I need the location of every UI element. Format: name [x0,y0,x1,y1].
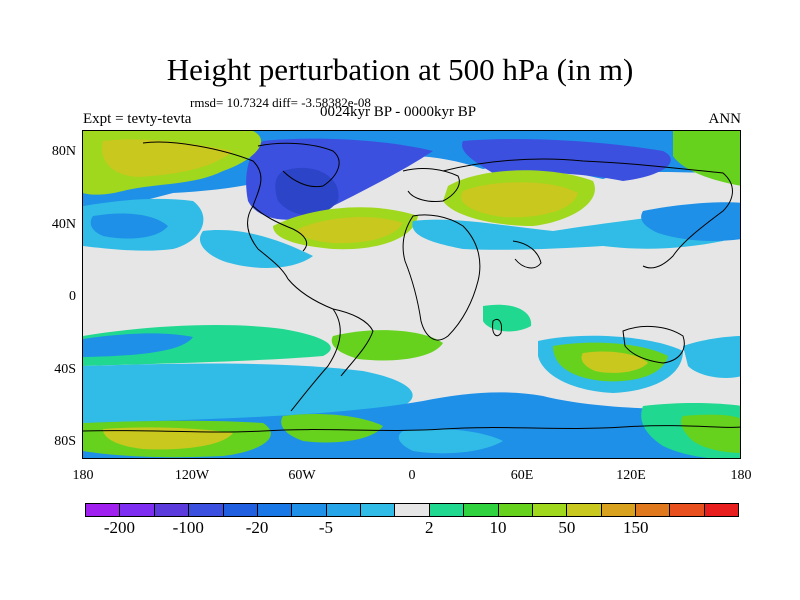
colorbar-cell [120,504,155,516]
colorbar-label: 50 [558,518,576,537]
colorbar-cell [567,504,602,516]
lon-tick-60w: 60W [288,468,316,483]
contour-strong-positive-indian [581,351,648,373]
lon-tick-120e: 120E [616,468,646,483]
colorbar-cell [498,504,533,516]
contour-positive-weddell [281,414,383,443]
colorbar-cell [532,504,568,516]
lon-tick-120w: 120W [174,468,210,483]
colorbar-cell [395,504,430,516]
coastline-india [512,240,542,269]
contour-weak-negative-sh-band [83,363,413,423]
colorbar [85,503,739,517]
coastlines [83,141,740,433]
contour-positive-se-core [680,414,740,453]
lon-tick-60e: 60E [510,468,534,483]
experiment-label: Expt = tevty-tevta [83,111,192,127]
coastline-greenland [257,142,340,188]
colorbar-label: -5 [318,518,334,537]
plot-title: Height perturbation at 500 hPa (in m) [166,52,634,87]
stats-line: rmsd= 10.7324 diff= -3.58382e-08 [190,95,371,110]
colorbar-cell [361,504,396,516]
contour-weak-positive-madagascar [483,304,532,332]
contour-map [83,131,740,458]
colorbar-cell [601,504,636,516]
coastline-north-america [142,141,289,280]
colorbar-cell [292,504,327,516]
map-panel [82,130,741,459]
lon-tick-0: 0 [408,468,416,483]
colorbar-label: 2 [424,518,434,537]
contour-core-negative-na [275,167,339,216]
lat-tick-40s: 40S [54,362,76,377]
colorbar-label: -200 [103,518,135,537]
colorbar-label: 10 [489,518,507,537]
time-span-label: 0024kyr BP - 0000kyr BP [320,104,477,120]
contour-negative-sp-tip [83,333,193,357]
colorbar-cell [257,504,293,516]
colorbar-label: -20 [245,518,269,537]
coastline-asia [442,158,733,269]
colorbar-cell [189,504,224,516]
contour-weak-negative-antarctic [398,429,503,454]
colorbar-cell [223,504,258,516]
season-label: ANN [708,111,742,127]
colorbar-label: 150 [622,518,649,537]
coastline-australia [622,326,685,364]
colorbar-cell [670,504,705,516]
colorbar-cell [704,504,739,516]
colorbar-label: -100 [172,518,204,537]
colorbar-cell [429,504,465,516]
lat-tick-40n: 40N [51,217,76,232]
coastline-antarctica [83,425,740,433]
lat-tick-80s: 80S [54,434,76,449]
colorbar-cell [86,504,121,516]
lat-tick-0: 0 [69,289,76,304]
colorbar-cell [636,504,671,516]
coastline-sa-east [332,308,374,377]
contour-negative-npac-core [90,213,168,239]
colorbar-cell [464,504,499,516]
coastline-madagascar [492,318,502,337]
contour-negative-np-east [641,202,740,241]
colorbar-cell [326,504,361,516]
coastline-africa [402,214,481,341]
coastline-hudson [252,205,308,252]
contour-strong-positive-europe [461,182,578,218]
contour-fills [83,131,740,458]
coastline-europe [402,168,460,202]
contour-strong-positive-ross [103,427,233,450]
contour-weak-negative-aus [683,336,740,378]
contour-strong-positive-atlantic [297,217,403,244]
contour-strong-positive-pacific [102,139,233,177]
contour-positive-east-asia [673,131,740,186]
coastline-south-america [287,278,341,412]
lon-tick-180e: 180 [730,468,752,483]
lon-tick-180w: 180 [72,468,94,483]
lat-tick-80n: 80N [51,144,76,159]
contour-weak-negative-americas [199,230,313,268]
colorbar-cell [154,504,190,516]
